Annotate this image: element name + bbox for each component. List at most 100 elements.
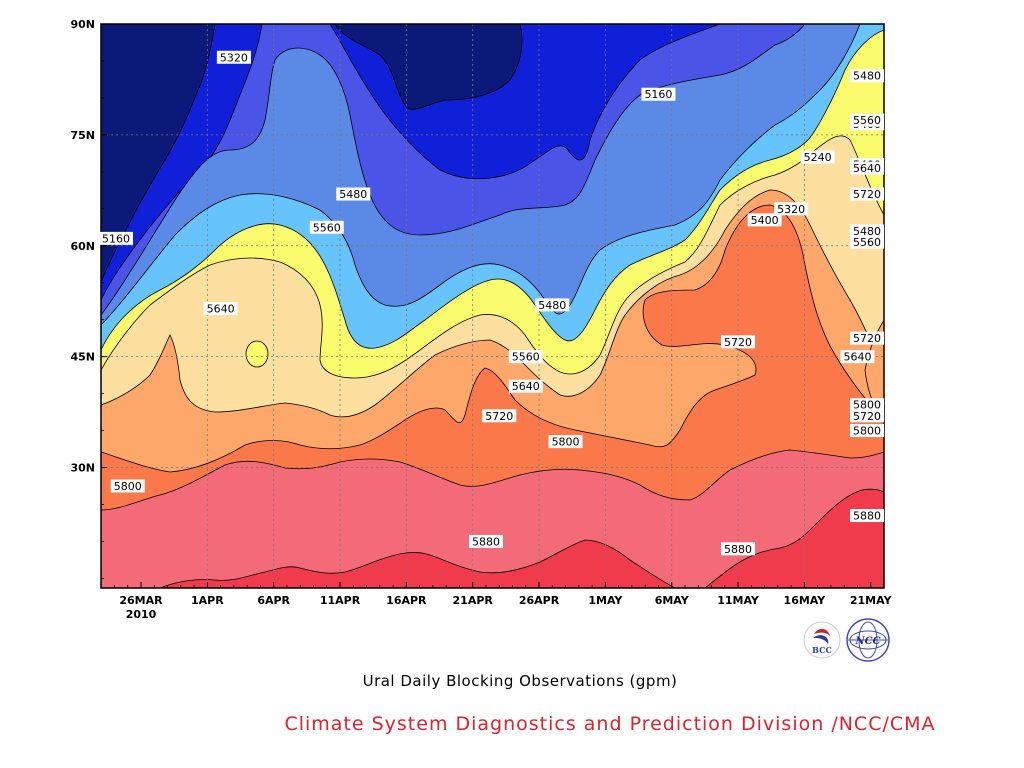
closed-contour-5640-6apr xyxy=(245,340,269,368)
contour-label-text: 5800 xyxy=(114,480,142,493)
contour-label-5560: 5560 xyxy=(508,350,543,364)
contour-labels: 5320516052405400540054805560564057205160… xyxy=(99,50,884,556)
contour-label-box xyxy=(850,224,884,238)
contour-label-5720: 5720 xyxy=(482,409,517,423)
contour-label-box xyxy=(850,113,884,127)
contour-label-text: 5320 xyxy=(777,203,805,216)
band-5880-right xyxy=(704,488,884,588)
contour-label-5800: 5800 xyxy=(850,398,884,412)
contour-label-box xyxy=(468,534,503,548)
contour-label-text: 5800 xyxy=(853,425,881,438)
contour-label-text: 5800 xyxy=(853,399,881,412)
contour-label-text: 5480 xyxy=(339,188,367,201)
contour-label-text: 5800 xyxy=(552,436,580,449)
contour-label-text: 5720 xyxy=(853,332,881,345)
contour-label-5800: 5800 xyxy=(110,479,145,493)
contour-label-box xyxy=(850,424,884,438)
x-tick-label: 21MAY xyxy=(850,594,893,607)
contour-label-5640: 5640 xyxy=(508,379,543,393)
contour-label-5800: 5800 xyxy=(850,424,884,438)
contour-label-5720: 5720 xyxy=(850,187,884,201)
contour-label-5480: 5480 xyxy=(336,187,371,201)
contour-label-text: 5880 xyxy=(724,543,752,556)
band-5800 xyxy=(101,449,884,588)
y-tick-label: 60N xyxy=(70,240,95,253)
chart-title: Ural Daily Blocking Observations (gpm) xyxy=(362,672,678,690)
x-tick-label: 1APR xyxy=(191,594,224,607)
contour-label-text: 5720 xyxy=(853,188,881,201)
band-5880 xyxy=(159,539,676,588)
ncc-logo: NCC xyxy=(846,618,890,662)
contour-label-text: 5640 xyxy=(207,303,235,316)
contour-label-box xyxy=(850,235,884,249)
contour-label-5480: 5480 xyxy=(850,69,884,83)
contour-label-text: 5880 xyxy=(472,535,500,548)
contour-label-text: 5240 xyxy=(804,151,832,164)
contour-label-5240: 5240 xyxy=(800,150,835,164)
contour-label-text: 5720 xyxy=(724,336,752,349)
contour-label-5720: 5720 xyxy=(721,335,756,349)
contour-label-5720: 5720 xyxy=(850,409,884,423)
contour-label-box xyxy=(774,202,809,216)
contour-label-text: 5560 xyxy=(512,351,540,364)
contour-label-5560: 5560 xyxy=(309,220,344,234)
x-tick-label: 6APR xyxy=(257,594,290,607)
contour-label-box xyxy=(850,331,884,345)
contour-label-text: 5880 xyxy=(853,510,881,523)
contour-label-text: 5560 xyxy=(853,236,881,249)
contour-label-text: 5160 xyxy=(102,232,130,245)
contour-label-box xyxy=(482,409,517,423)
contour-label-5160: 5160 xyxy=(99,231,133,245)
contour-label-box xyxy=(508,350,543,364)
contour-label-box xyxy=(721,335,756,349)
x-tick-label: 11MAY xyxy=(717,594,760,607)
x-tick-label: 16APR xyxy=(386,594,427,607)
contour-label-box xyxy=(336,187,371,201)
ncc-logo-text: NCC xyxy=(854,636,880,647)
contour-label-text: 5720 xyxy=(485,410,513,423)
contour-label-box xyxy=(203,302,238,316)
y-tick-label: 90N xyxy=(70,18,95,31)
contour-label-box xyxy=(309,220,344,234)
contour-label-5560: 5560 xyxy=(850,113,884,127)
y-tick-label: 45N xyxy=(70,351,95,364)
contour-label-text: 5560 xyxy=(313,221,341,234)
contour-label-5880: 5880 xyxy=(721,542,756,556)
x-tick-label: 21APR xyxy=(453,594,494,607)
y-tick-label: 75N xyxy=(70,129,95,142)
contour-label-box xyxy=(840,350,875,364)
contour-label-box xyxy=(850,509,884,523)
contour-label-text: 5480 xyxy=(853,70,881,83)
contour-label-box xyxy=(850,187,884,201)
x-axis: 26MAR 1APR 6APR 11APR 16APR 21APR 26APR 1MAY 6MA… xyxy=(100,582,893,621)
contour-label-5640: 5640 xyxy=(840,350,875,364)
contour-label-box xyxy=(721,542,756,556)
bcc-logo: BCC xyxy=(803,621,841,659)
contour-label-5160: 5160 xyxy=(641,87,676,101)
x-tick-label: 6MAY xyxy=(655,594,690,607)
contour-label-text: 5640 xyxy=(853,162,881,175)
x-tick-label: 26MAR xyxy=(119,594,163,607)
contour-label-5640: 5640 xyxy=(850,161,884,175)
contour-label-text: 5640 xyxy=(843,351,871,364)
contour-label-5560: 5560 xyxy=(850,235,884,249)
contour-label-text: 5720 xyxy=(853,410,881,423)
contour-label-box xyxy=(747,213,782,227)
contour-label-5880: 5880 xyxy=(850,509,884,523)
contour-label-box xyxy=(850,161,884,175)
contour-label-text: 5640 xyxy=(512,380,540,393)
contour-label-box xyxy=(535,298,570,312)
x-year-label: 2010 xyxy=(126,608,157,621)
contour-label-5480: 5480 xyxy=(850,224,884,238)
x-tick-label: 26APR xyxy=(519,594,560,607)
contour-label-5320: 5320 xyxy=(216,50,251,64)
contour-label-box xyxy=(99,231,133,245)
contour-label-5320: 5320 xyxy=(774,202,809,216)
contour-label-text: 5160 xyxy=(644,88,672,101)
y-tick-label: 30N xyxy=(70,462,95,475)
contour-label-box xyxy=(850,409,884,423)
closed-contour-5160-north xyxy=(334,24,523,110)
contour-label-5480: 5480 xyxy=(535,298,570,312)
contour-label-box xyxy=(508,379,543,393)
